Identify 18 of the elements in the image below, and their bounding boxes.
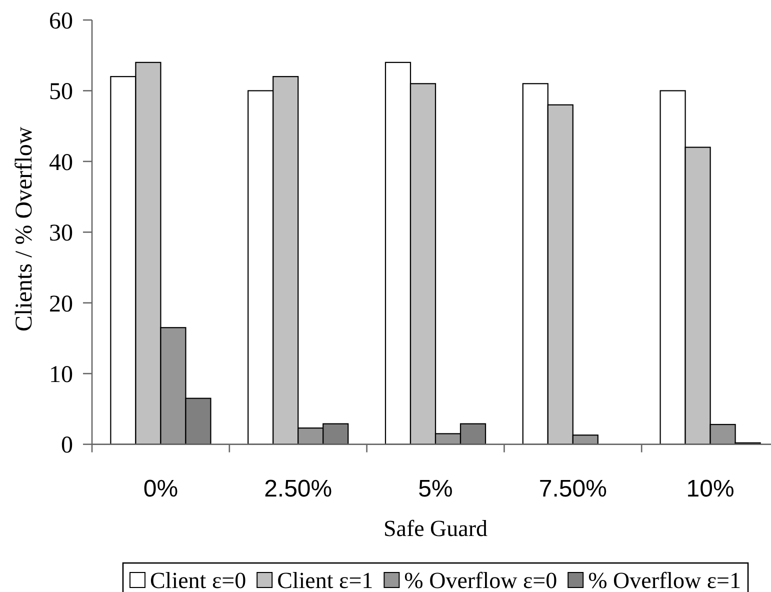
y-tick-label: 10 bbox=[49, 362, 73, 388]
y-tick-label: 0 bbox=[61, 432, 73, 459]
x-tick-label: 5% bbox=[418, 475, 453, 502]
y-tick-label: 40 bbox=[49, 150, 73, 176]
y-axis-title: Clients / % Overflow bbox=[11, 126, 38, 332]
legend-label: Client ε=0 bbox=[150, 568, 246, 592]
x-tick-label: 10% bbox=[686, 475, 734, 502]
y-tick-label: 30 bbox=[49, 220, 73, 247]
y-tick-label: 60 bbox=[49, 8, 73, 34]
y-tick-label: 50 bbox=[49, 79, 73, 106]
x-tick-label: 2.50% bbox=[264, 475, 332, 502]
x-axis-title: Safe Guard bbox=[383, 516, 488, 542]
y-tick-label: 20 bbox=[49, 291, 73, 318]
legend-label: % Overflow ε=1 bbox=[588, 568, 742, 592]
legend-label: Client ε=1 bbox=[277, 568, 374, 592]
x-tick-label: 7.50% bbox=[538, 475, 607, 502]
legend-label: % Overflow ε=0 bbox=[404, 568, 558, 592]
x-tick-label: 0% bbox=[143, 475, 178, 502]
